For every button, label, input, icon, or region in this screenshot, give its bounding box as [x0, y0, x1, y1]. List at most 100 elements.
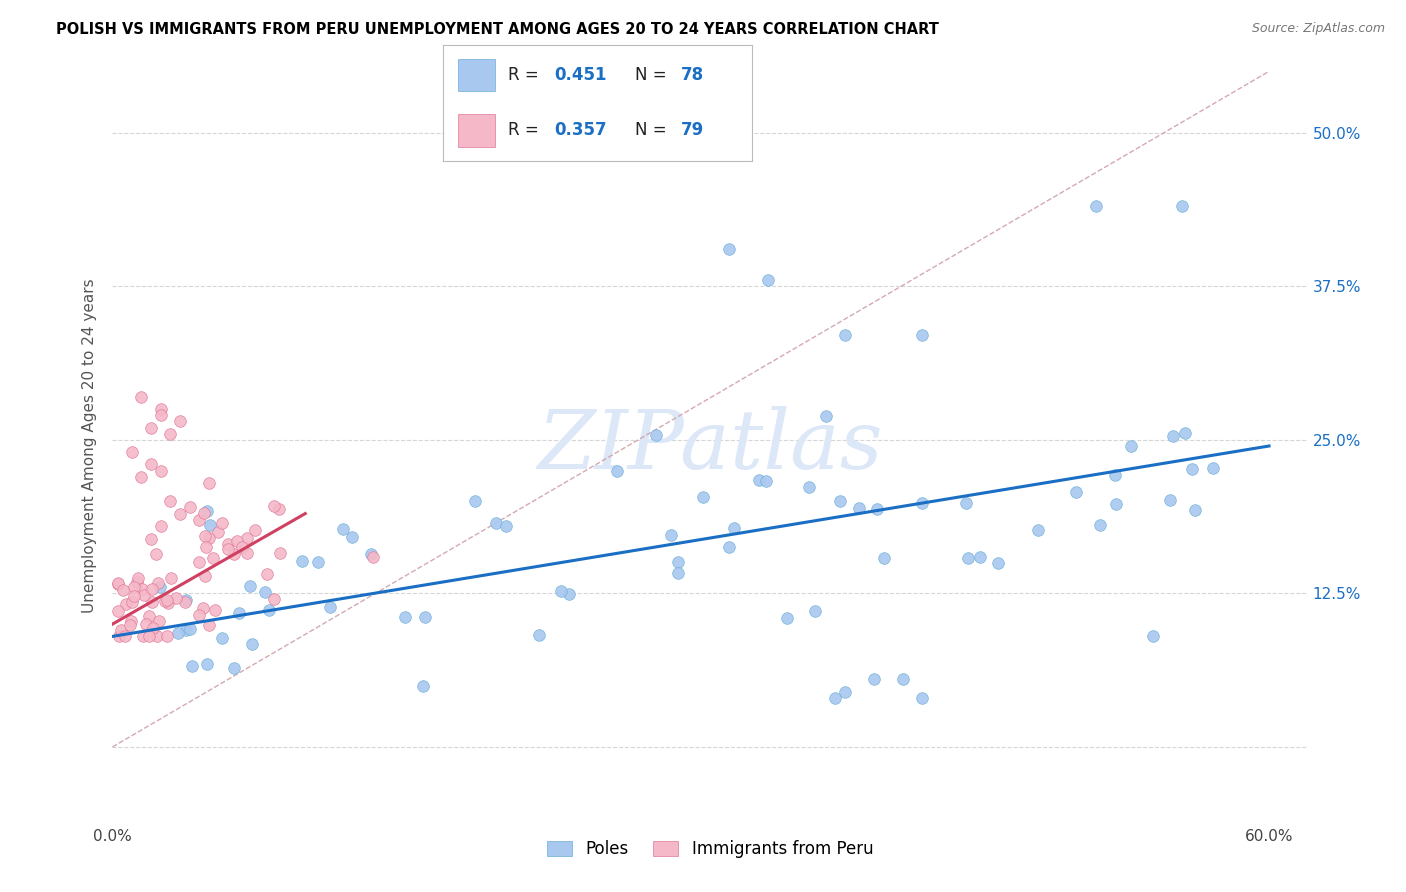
Point: [723, 521, 745, 535]
Point: [1159, 493, 1181, 508]
Point: [1121, 439, 1143, 453]
Point: [866, 502, 889, 516]
Point: [134, 588, 156, 602]
Point: [110, 623, 132, 637]
Point: [155, 593, 177, 607]
Point: [243, 523, 266, 537]
Point: [111, 582, 134, 597]
Point: [198, 476, 221, 491]
Text: Source: ZipAtlas.com: Source: ZipAtlas.com: [1251, 22, 1385, 36]
Point: [107, 576, 129, 591]
Point: [412, 679, 434, 693]
Point: [756, 273, 779, 287]
Point: [195, 657, 218, 672]
Text: 0.451: 0.451: [554, 66, 607, 84]
Point: [207, 524, 229, 539]
Text: 79: 79: [681, 121, 704, 139]
Point: [911, 690, 934, 705]
Point: [957, 551, 980, 566]
Point: [644, 428, 666, 442]
Point: [194, 540, 217, 554]
Point: [169, 414, 191, 428]
Point: [198, 518, 221, 533]
Point: [114, 629, 136, 643]
Point: [204, 603, 226, 617]
Point: [124, 589, 146, 603]
Point: [146, 629, 169, 643]
Text: 78: 78: [681, 66, 704, 84]
Point: [236, 546, 259, 560]
Point: [174, 593, 197, 607]
Point: [969, 549, 991, 564]
Point: [156, 629, 179, 643]
Point: [236, 531, 259, 545]
Point: [308, 555, 330, 569]
Point: [174, 594, 197, 608]
Point: [834, 684, 856, 698]
Point: [139, 458, 162, 472]
Point: [360, 547, 382, 561]
Point: [159, 571, 181, 585]
Point: [748, 473, 770, 487]
Point: [263, 591, 285, 606]
Point: [848, 501, 870, 516]
Point: [361, 549, 384, 564]
Point: [217, 537, 239, 551]
Point: [139, 533, 162, 547]
Point: [141, 595, 163, 609]
Point: [692, 490, 714, 504]
Point: [181, 658, 204, 673]
Point: [872, 551, 894, 566]
Point: [666, 555, 689, 569]
Point: [149, 581, 172, 595]
Point: [149, 464, 172, 478]
Text: N =: N =: [634, 121, 672, 139]
Point: [156, 593, 179, 607]
Point: [125, 574, 148, 589]
Point: [911, 328, 934, 343]
Point: [464, 494, 486, 508]
Text: ZIPatlas: ZIPatlas: [537, 406, 883, 486]
Point: [131, 582, 153, 597]
Point: [148, 614, 170, 628]
Point: [179, 622, 201, 636]
Point: [149, 409, 172, 423]
Point: [1161, 429, 1184, 443]
Point: [1181, 461, 1204, 475]
FancyBboxPatch shape: [458, 114, 495, 146]
Point: [1104, 467, 1126, 482]
Point: [240, 637, 263, 651]
Point: [198, 531, 221, 545]
Point: [224, 660, 246, 674]
Point: [121, 595, 143, 609]
Point: [1090, 518, 1112, 533]
Point: [149, 402, 172, 417]
Point: [342, 530, 364, 544]
Point: [120, 614, 142, 628]
Point: [1105, 497, 1128, 511]
Point: [149, 519, 172, 533]
Point: [269, 546, 291, 560]
Point: [256, 566, 278, 581]
Point: [108, 629, 131, 643]
Point: [118, 617, 141, 632]
Legend: Poles, Immigrants from Peru: Poles, Immigrants from Peru: [540, 833, 880, 864]
Point: [148, 576, 170, 591]
Point: [156, 596, 179, 610]
Point: [1202, 461, 1225, 475]
Point: [319, 600, 342, 615]
FancyBboxPatch shape: [458, 59, 495, 91]
Point: [107, 604, 129, 618]
Point: [754, 474, 776, 488]
Point: [179, 500, 201, 515]
Point: [911, 496, 934, 510]
Point: [169, 507, 191, 521]
Point: [1026, 524, 1049, 538]
Point: [132, 629, 155, 643]
Point: [254, 584, 277, 599]
Point: [145, 547, 167, 561]
Text: R =: R =: [508, 66, 544, 84]
Point: [1142, 629, 1164, 643]
Point: [131, 390, 153, 404]
Point: [226, 534, 249, 549]
